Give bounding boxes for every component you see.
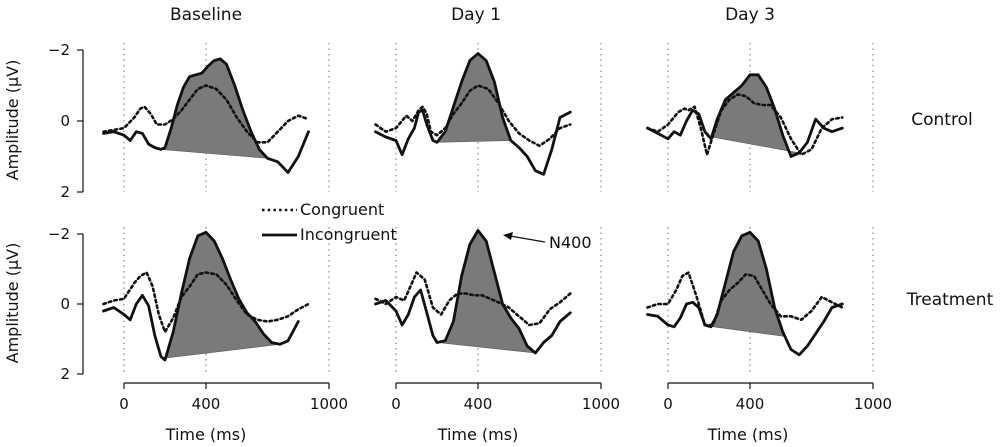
x-axis: 0 400 1000 <box>119 382 348 413</box>
y-tick-label-0: 0 <box>60 295 70 313</box>
series-congruent <box>646 93 844 156</box>
series-congruent <box>646 271 844 327</box>
legend: Congruent Incongruent <box>262 200 397 244</box>
x-tick-label-0: 0 <box>663 395 673 413</box>
x-axis-title-day-3: Time (ms) <box>707 425 789 444</box>
series-incongruent <box>102 230 300 362</box>
series-congruent <box>374 84 572 148</box>
x-tick-label-400: 400 <box>192 395 221 413</box>
x-axis-title-day-1: Time (ms) <box>437 425 519 444</box>
y-axis-titles: Amplitude (μV) Amplitude (μV) <box>3 60 22 364</box>
n400-arrow-line <box>509 235 546 243</box>
series-incongruent <box>374 52 572 176</box>
n400-shaded-area <box>708 231 786 337</box>
n400-annotation: N400 <box>503 232 592 252</box>
y-tick-label-2: −2 <box>48 225 70 243</box>
y-tick-label-2: 2 <box>60 183 70 201</box>
series-congruent <box>102 271 310 334</box>
row-label-control: Control <box>911 110 972 130</box>
x-axis: 0 400 1000 <box>663 382 892 413</box>
panel-control-day3 <box>646 42 874 192</box>
x-tick-label-0: 0 <box>391 395 401 413</box>
panel-control-day1 <box>374 42 602 192</box>
y-axis-title-top: Amplitude (μV) <box>3 60 22 181</box>
x-tick-label-400: 400 <box>736 395 765 413</box>
series-incongruent <box>374 229 572 355</box>
panel-treatment-baseline: 0 400 1000 −2 0 2 <box>48 225 348 413</box>
x-tick-label-0: 0 <box>119 395 129 413</box>
panels: −2 0 2 0 400 1000 −2 0 2 0 400 1000 0 400 1000 <box>48 41 892 413</box>
series-incongruent <box>646 73 844 158</box>
legend-congruent-label: Congruent <box>300 200 384 219</box>
y-axis: −2 0 2 <box>48 225 84 383</box>
series-incongruent <box>102 57 310 174</box>
x-tick-label-1000: 1000 <box>582 395 620 413</box>
series-congruent <box>374 271 572 327</box>
y-tick-label-2: −2 <box>48 41 70 59</box>
x-axis-title-baseline: Time (ms) <box>165 425 247 444</box>
legend-incongruent-label: Incongruent <box>300 225 397 244</box>
column-title-day-3: Day 3 <box>725 5 775 25</box>
x-tick-label-1000: 1000 <box>310 395 348 413</box>
y-axis: −2 0 2 <box>48 41 84 201</box>
row-labels: Control Treatment <box>906 110 994 310</box>
n400-shaded-area <box>436 53 512 143</box>
column-title-day-1: Day 1 <box>451 5 501 25</box>
row-label-treatment: Treatment <box>906 290 994 310</box>
panel-treatment-day1: 0 400 1000 <box>374 227 620 413</box>
column-titles: Baseline Day 1 Day 3 <box>170 5 775 25</box>
panel-control-baseline: −2 0 2 <box>48 41 330 201</box>
x-tick-label-400: 400 <box>464 395 493 413</box>
y-tick-label-2: 2 <box>60 365 70 383</box>
x-tick-label-1000: 1000 <box>854 395 892 413</box>
series-incongruent <box>646 230 844 357</box>
n400-arrow-head <box>503 232 513 240</box>
y-axis-title-bottom: Amplitude (μV) <box>3 243 22 364</box>
panel-treatment-day3: 0 400 1000 <box>646 227 892 413</box>
x-axis-titles: Time (ms) Time (ms) Time (ms) <box>165 425 789 444</box>
x-axis: 0 400 1000 <box>391 382 620 413</box>
series-congruent <box>102 84 310 144</box>
column-title-baseline: Baseline <box>170 5 242 25</box>
n400-label: N400 <box>549 233 592 252</box>
y-tick-label-0: 0 <box>60 112 70 130</box>
